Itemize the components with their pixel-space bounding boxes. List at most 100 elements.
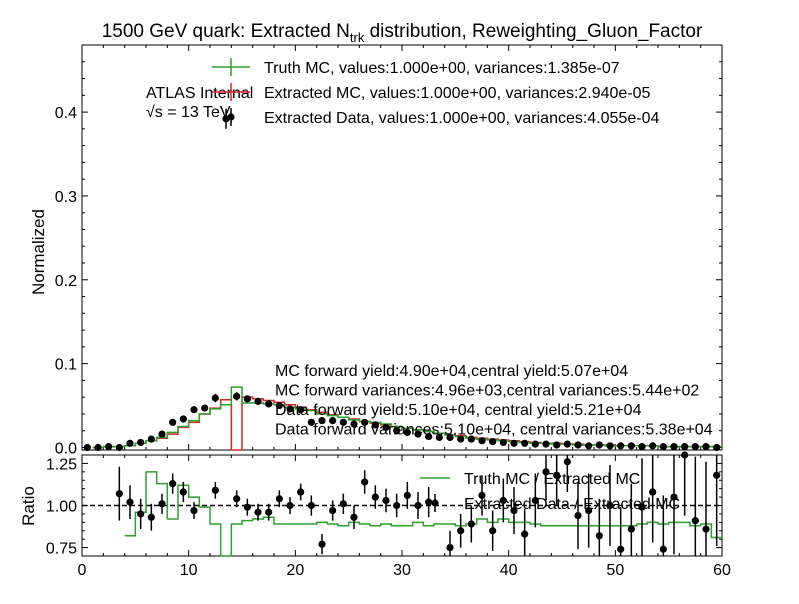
ratio-legend-entry-label: Truth MC / Extracted MC <box>464 471 640 488</box>
data-point <box>489 438 497 446</box>
ratio-x-tick-label: 20 <box>286 562 304 579</box>
ratio-data-point <box>617 545 625 553</box>
ratio-y-tick-label: 1.25 <box>46 456 77 473</box>
data-point <box>659 443 667 451</box>
ratio-data-point <box>713 471 721 479</box>
data-point <box>339 418 347 426</box>
chart-title: 1500 GeV quark: Extracted Ntrk distribut… <box>102 21 703 45</box>
ratio-data-point <box>190 506 198 515</box>
ratio-y-axis-label: Ratio <box>19 486 38 526</box>
ratio-data-point <box>329 506 337 515</box>
ratio-data-point <box>233 495 241 503</box>
data-point <box>510 439 518 447</box>
data-point <box>403 428 411 436</box>
ratio-data-point <box>659 545 667 553</box>
ratio-x-tick-label: 50 <box>606 562 624 579</box>
ratio-y-tick-label: 1.00 <box>46 499 77 516</box>
main-y-tick-label: 0.1 <box>55 357 77 374</box>
data-point <box>158 430 166 438</box>
annotation-text: MC forward variances:4.96e+03,central va… <box>275 383 699 400</box>
data-point <box>585 442 593 450</box>
data-point <box>670 443 678 451</box>
data-point <box>414 430 422 438</box>
ratio-data-point <box>521 530 529 538</box>
annotation-text: Data forward yield:5.10e+04, central yie… <box>275 402 642 419</box>
ratio-data-point <box>318 540 326 548</box>
ratio-data-point <box>670 493 678 501</box>
data-point <box>595 441 603 449</box>
data-point <box>478 437 486 445</box>
ratio-data-point <box>147 513 155 521</box>
data-point <box>350 420 358 428</box>
data-point <box>307 418 315 426</box>
ratio-data-point <box>553 471 561 479</box>
data-point <box>553 441 561 449</box>
data-point <box>201 404 209 412</box>
ratio-data-point <box>649 488 657 496</box>
legend-entry-label: Truth MC, values:1.000e+00, variances:1.… <box>264 60 620 77</box>
ratio-data-point <box>681 451 689 459</box>
ratio-data-point <box>467 520 475 528</box>
ratio-x-tick-label: 30 <box>393 562 411 579</box>
data-point <box>467 435 475 443</box>
ratio-data-point <box>350 513 358 521</box>
ratio-data-point <box>137 510 145 518</box>
ratio-data-point <box>574 511 582 520</box>
data-point <box>691 443 699 451</box>
annotation-text: MC forward yield:4.90e+04,central yield:… <box>275 363 628 380</box>
ratio-data-point <box>531 496 539 505</box>
main-y-tick-label: 0.3 <box>55 189 77 206</box>
ratio-data-point <box>126 498 134 506</box>
ratio-data-point <box>595 532 603 540</box>
ratio-x-tick-label: 10 <box>180 562 198 579</box>
data-point <box>649 442 657 450</box>
data-point <box>563 440 571 448</box>
ratio-data-point <box>606 501 614 510</box>
data-point <box>169 418 177 426</box>
ratio-data-point <box>265 508 273 516</box>
data-point <box>115 443 123 452</box>
ratio-x-tick-label: 0 <box>78 562 87 579</box>
ratio-legend-entry-label: Extracted Data / Extracted MC <box>464 496 680 513</box>
data-point <box>457 435 465 443</box>
data-point <box>147 435 155 443</box>
ratio-data-point <box>457 527 465 535</box>
data-point <box>521 439 529 447</box>
data-point <box>435 433 443 442</box>
data-point <box>94 443 102 452</box>
ratio-data-point <box>243 503 251 511</box>
ratio-data-point <box>510 506 518 515</box>
ratio-data-point <box>339 500 347 508</box>
data-point <box>574 441 582 449</box>
data-point <box>361 418 369 426</box>
ratio-x-tick-label: 40 <box>500 562 518 579</box>
data-point <box>126 439 134 447</box>
ratio-data-point <box>627 525 635 533</box>
data-point <box>606 442 614 450</box>
data-point <box>638 443 646 451</box>
data-point <box>137 438 145 447</box>
ratio-data-point <box>275 495 283 503</box>
data-point <box>702 443 710 451</box>
ratio-data-point <box>254 508 262 516</box>
truth-mc-step-line <box>92 386 722 449</box>
data-point <box>382 423 390 431</box>
main-y-axis-label: Normalized <box>29 209 48 295</box>
ratio-data-point <box>307 501 315 510</box>
legend-handle-point <box>227 113 235 121</box>
ratio-truth-step-line <box>124 471 722 557</box>
data-point <box>681 443 689 451</box>
data-point <box>318 417 326 425</box>
ratio-data-point <box>158 500 166 508</box>
data-point <box>499 438 507 447</box>
ratio-series-layer <box>115 451 722 557</box>
main-series-layer <box>83 108 722 452</box>
legend-entry-label: Extracted MC, values:1.000e+00, variance… <box>264 85 651 102</box>
ratio-data-point <box>425 498 433 506</box>
ratio-data-point <box>179 488 187 496</box>
ratio-data-point <box>478 491 486 499</box>
ratio-data-point <box>638 503 646 511</box>
data-point <box>254 397 262 405</box>
